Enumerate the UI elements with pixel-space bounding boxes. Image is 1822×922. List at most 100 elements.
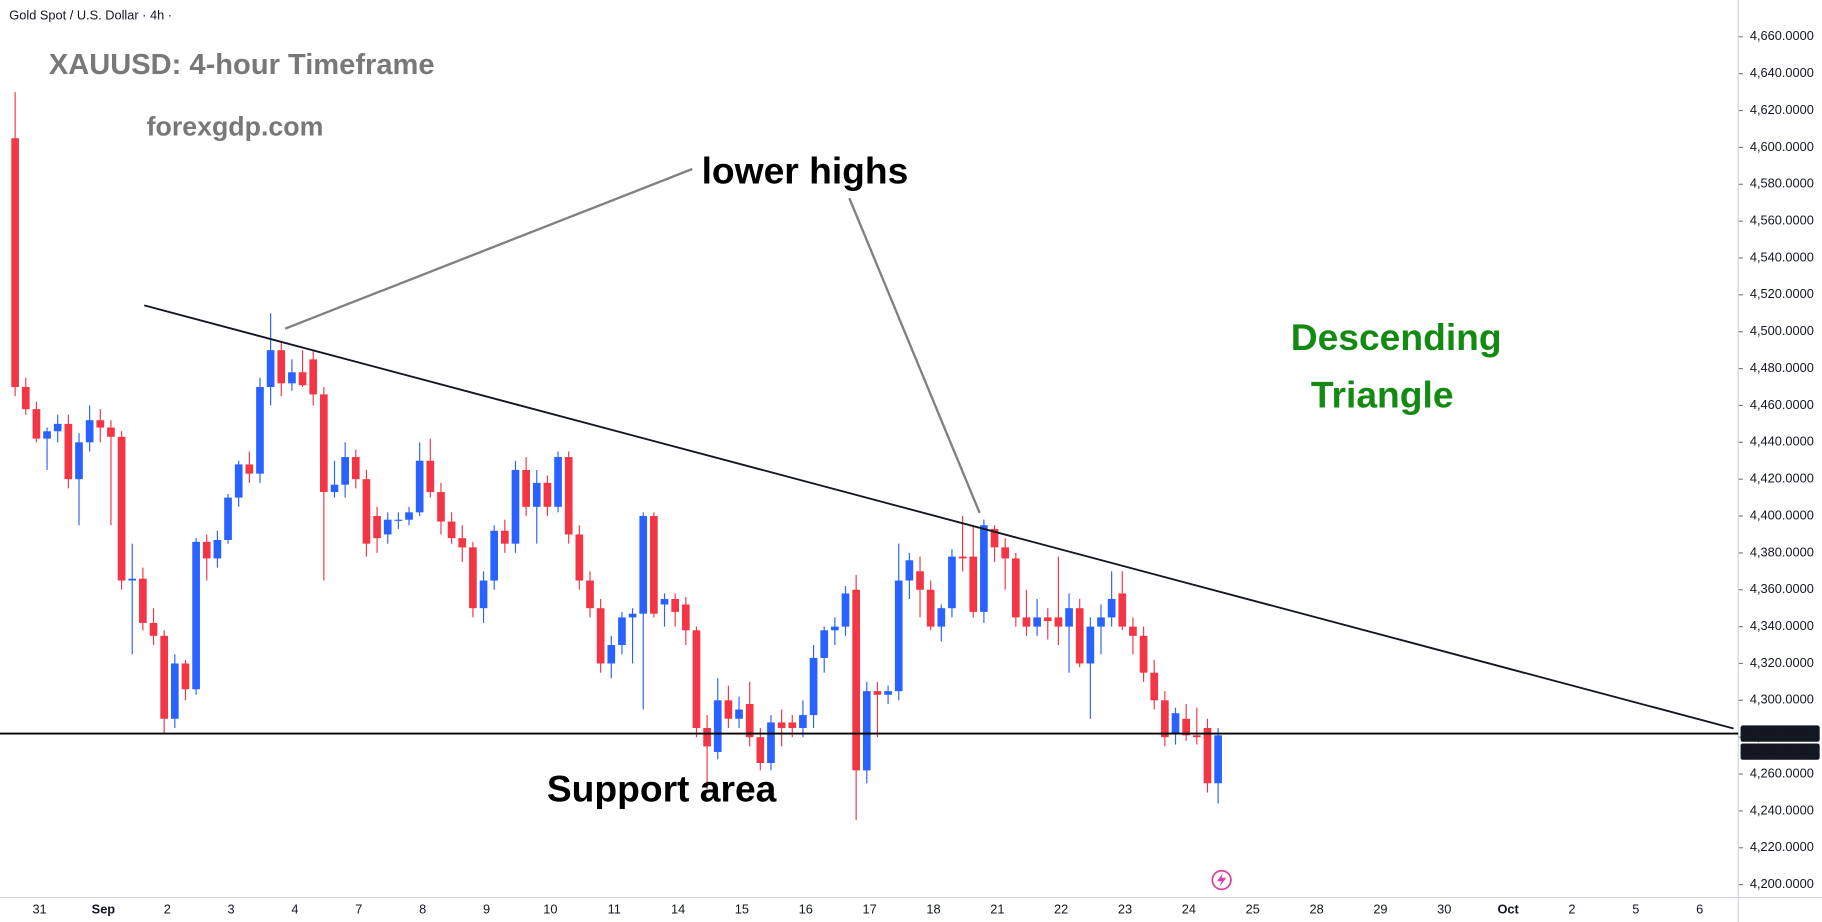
candle-body — [1107, 598, 1116, 618]
pointer-line — [848, 197, 981, 514]
candle-body — [21, 387, 30, 410]
y-tick-label: 4,340.0000 — [1750, 618, 1814, 633]
candle-body — [373, 516, 381, 539]
y-tick-label: 4,620.0000 — [1750, 102, 1814, 117]
y-tick-label: 4,420.0000 — [1750, 471, 1814, 486]
candle-body — [1097, 617, 1105, 627]
candle-body — [1022, 617, 1031, 627]
candle-body — [873, 691, 882, 695]
x-tick-label: 16 — [799, 902, 813, 917]
candle-body — [53, 423, 62, 432]
x-tick-label: Sep — [92, 902, 116, 917]
y-tick-label: 4,240.0000 — [1750, 802, 1814, 817]
candle-body — [532, 482, 541, 507]
candle-body — [1161, 700, 1169, 738]
candle-body — [767, 722, 775, 763]
candle-body — [1129, 626, 1137, 636]
x-tick-label: 23 — [1118, 902, 1132, 917]
price-tag — [1740, 725, 1820, 742]
y-tick-label: 4,660.0000 — [1750, 28, 1814, 43]
grid — [1738, 36, 1743, 886]
candle-body — [309, 359, 318, 395]
y-tick-label: 4,580.0000 — [1750, 176, 1814, 191]
y-tick-label: 4,500.0000 — [1750, 323, 1814, 338]
candle-body — [234, 464, 243, 498]
candle-body — [170, 663, 179, 719]
candle-body — [405, 512, 413, 520]
candle-body — [543, 482, 552, 507]
candle-body — [107, 427, 115, 437]
x-tick-label: 6 — [1696, 902, 1703, 917]
candle-body — [288, 372, 296, 384]
candle-body — [256, 387, 264, 474]
x-tick-label: 11 — [608, 902, 621, 917]
event-icon[interactable] — [1211, 869, 1232, 891]
x-tick-label: 18 — [926, 902, 940, 917]
x-tick-label: 14 — [671, 902, 685, 917]
x-tick-label: 4 — [291, 902, 298, 917]
candle-body — [958, 556, 967, 559]
candle-body — [713, 700, 722, 752]
candle-body — [628, 613, 637, 618]
candle-body — [799, 715, 807, 728]
candle-body — [128, 578, 137, 581]
candle-body — [490, 530, 499, 581]
candle-body — [586, 580, 594, 609]
x-tick-label: 24 — [1182, 902, 1196, 917]
candle-body — [1192, 735, 1201, 738]
candle-body — [469, 547, 477, 609]
candle-body — [1075, 608, 1084, 664]
candle-body — [32, 409, 41, 439]
x-tick-label: 5 — [1632, 902, 1639, 917]
candle-body — [181, 663, 190, 690]
candle-body — [426, 460, 435, 493]
candle-body — [447, 521, 456, 539]
x-tick-label: 31 — [32, 902, 46, 917]
candle-body — [703, 727, 711, 747]
candle-body — [383, 519, 392, 535]
y-tick-label: 4,200.0000 — [1750, 876, 1814, 891]
price-tag-label: 4,281.9500 — [1746, 725, 1810, 740]
candle-body — [980, 525, 988, 612]
x-tick-label: 25 — [1246, 902, 1260, 917]
candle-body — [213, 539, 222, 559]
candle-body — [1054, 617, 1063, 627]
candle-body — [1043, 617, 1052, 622]
candle-body — [330, 484, 339, 493]
x-tick-label: 17 — [863, 902, 877, 917]
candle-body — [809, 657, 818, 716]
annotation: Triangle — [1311, 373, 1454, 415]
candle-body — [458, 538, 467, 548]
candle-body — [788, 722, 797, 728]
x-tick-label: Oct — [1497, 902, 1519, 917]
candle-body — [394, 519, 403, 521]
candle-body — [245, 464, 254, 474]
candle-body — [905, 560, 914, 581]
candle-body — [139, 578, 147, 623]
candle-body — [1139, 635, 1148, 673]
candle-body — [1150, 672, 1159, 701]
symbol-header: Gold Spot / U.S. Dollar · 4h · — [9, 8, 172, 23]
candle-body — [745, 704, 754, 738]
candle-body — [96, 420, 105, 428]
candle-body — [277, 350, 286, 384]
x-tick-label: 28 — [1309, 902, 1323, 917]
event-icon-bolt — [1216, 873, 1227, 888]
candle-body — [948, 556, 956, 609]
chart-subtitle: forexgdp.com — [147, 111, 324, 141]
candle-body — [735, 709, 743, 719]
candle-body — [756, 737, 765, 763]
x-tick-label: 15 — [735, 902, 749, 917]
x-tick-label: 29 — [1373, 902, 1387, 917]
y-tick-label: 4,560.0000 — [1750, 213, 1814, 228]
x-tick-label: 30 — [1437, 902, 1451, 917]
candle-body — [554, 457, 562, 507]
candle-body — [596, 608, 605, 664]
candle-body — [160, 635, 169, 719]
candle-body — [1001, 547, 1010, 559]
candle-body — [564, 457, 573, 535]
y-tick-label: 4,440.0000 — [1750, 434, 1814, 449]
candle-body — [618, 617, 626, 646]
